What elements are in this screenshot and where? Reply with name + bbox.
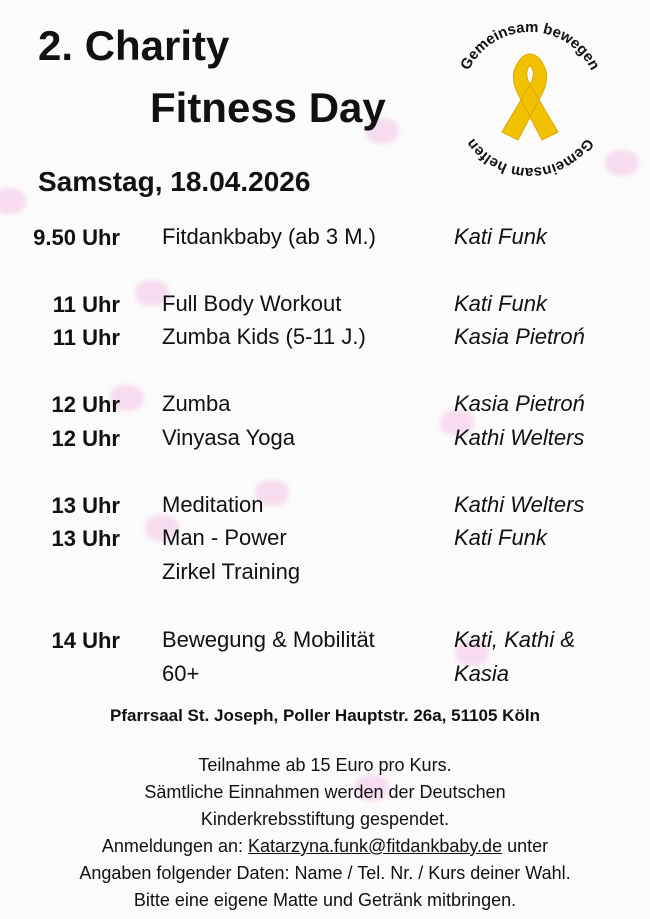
schedule-time: 9.50 Uhr [33, 225, 120, 250]
decor-star [440, 410, 474, 436]
class-line: Zumba Kids (5-11 J.) [162, 324, 366, 349]
schedule-row: 13 Uhr Meditation Kathi Welters [0, 488, 650, 522]
decor-star [255, 480, 289, 506]
info-line: Teilnahme ab 15 Euro pro Kurs. [198, 755, 452, 775]
decor-star [0, 188, 26, 214]
info-text: Teilnahme ab 15 Euro pro Kurs. Sämtliche… [0, 752, 650, 914]
schedule-instructor: Kathi Welters [454, 421, 584, 455]
schedule-class: Fitdankbaby (ab 3 M.) [162, 220, 376, 254]
class-line: Vinyasa Yoga [162, 425, 295, 450]
info-text-prefix: Anmeldungen an: [101, 836, 248, 856]
schedule-time: 12 Uhr [51, 392, 120, 417]
class-line: Fitdankbaby (ab 3 M.) [162, 224, 376, 249]
event-date: Samstag, 18.04.2026 [38, 166, 311, 197]
instructor-line: Kasia [454, 660, 510, 686]
schedule-instructor: Kati Funk [454, 287, 547, 321]
class-line: Zirkel Training [162, 558, 301, 584]
instructor-line: Kati, Kathi & [454, 627, 576, 652]
schedule-instructor: Kati, Kathi & Kasia [454, 623, 575, 690]
schedule-row: 12 Uhr Zumba Kasia Pietroń [0, 387, 650, 421]
info-text-suffix: unter [502, 836, 549, 856]
schedule-time: 13 Uhr [51, 493, 120, 518]
schedule-instructor: Kasia Pietroń [454, 320, 585, 354]
logo-bottom-text: Gemeinsam helfen [463, 135, 597, 181]
class-line: Man - Power [162, 525, 287, 550]
info-line: Kinderkrebsstiftung gespendet. [200, 809, 450, 829]
schedule-class: Man - Power Zirkel Training [162, 521, 300, 588]
class-line: Meditation [162, 492, 264, 517]
info-line: Sämtliche Einnahmen werden der Deutschen [144, 782, 506, 802]
instructor-line: Kasia Pietroń [454, 324, 585, 349]
schedule-instructor: Kasia Pietroń [454, 387, 585, 421]
instructor-line: Kathi Welters [454, 492, 585, 517]
decor-star [145, 515, 179, 541]
class-line: Zumba [162, 391, 231, 416]
decor-star [135, 280, 169, 306]
instructor-line: Kasia Pietroń [454, 391, 585, 416]
yellow-ribbon-icon [501, 53, 559, 141]
schedule-row: 9.50 Uhr Fitdankbaby (ab 3 M.) Kati Funk [0, 220, 650, 254]
schedule-row: 14 Uhr Bewegung & Mobilität 60+ Kati, Kathi… [0, 623, 650, 686]
schedule-class: Vinyasa Yoga [162, 421, 295, 455]
title-line-1: 2. Charity [38, 22, 230, 69]
schedule-instructor: Kati Funk [454, 521, 547, 555]
instructor-line: Kati Funk [454, 224, 547, 249]
schedule-class: Bewegung & Mobilität 60+ [162, 623, 375, 690]
decor-star [605, 150, 639, 176]
schedule-time: 12 Uhr [51, 426, 120, 451]
instructor-line: Kati Funk [454, 291, 547, 316]
class-line: Bewegung & Mobilität [162, 627, 375, 652]
schedule-row: 11 Uhr Zumba Kids (5-11 J.) Kasia Pietroń [0, 320, 650, 354]
schedule-time: 11 Uhr [52, 292, 120, 317]
decor-star [355, 775, 389, 801]
logo: Gemeinsam bewegen Gemeinsam helfen [457, 19, 603, 181]
instructor-line: Kati Funk [454, 525, 547, 550]
class-line: Full Body Workout [162, 291, 342, 316]
schedule-time: 14 Uhr [51, 628, 120, 653]
schedule-class: Zumba Kids (5-11 J.) [162, 320, 366, 354]
schedule-time: 11 Uhr [52, 325, 120, 350]
schedule-instructor: Kati Funk [454, 220, 547, 254]
email-link[interactable]: Katarzyna.funk@fitdankbaby.de [247, 836, 503, 856]
decor-star [455, 640, 489, 666]
decor-star [110, 385, 144, 411]
schedule-row: 13 Uhr Man - Power Zirkel Training Kati Fun… [0, 521, 650, 584]
decor-star [365, 118, 399, 144]
schedule-class: Zumba [162, 387, 230, 421]
instructor-line: Kathi Welters [454, 425, 585, 450]
info-line: Angaben folgender Daten: Name / Tel. Nr.… [79, 863, 571, 883]
info-line: Anmeldungen an: Katarzyna.funk@fitdankba… [0, 833, 650, 860]
info-line: Bitte eine eigene Matte und Getränk mitb… [133, 890, 517, 910]
class-line: 60+ [162, 660, 200, 686]
schedule-instructor: Kathi Welters [454, 488, 584, 522]
schedule-class: Meditation [162, 488, 264, 522]
schedule-row: 12 Uhr Vinyasa Yoga Kathi Welters [0, 421, 650, 455]
venue-address: Pfarrsaal St. Joseph, Poller Hauptstr. 2… [110, 706, 540, 725]
svg-text:Gemeinsam helfen: Gemeinsam helfen [463, 135, 597, 181]
schedule-time: 13 Uhr [51, 526, 120, 551]
schedule-class: Full Body Workout [162, 287, 341, 321]
schedule-row: 11 Uhr Full Body Workout Kati Funk [0, 287, 650, 321]
title-line-2: Fitness Day [150, 84, 386, 131]
